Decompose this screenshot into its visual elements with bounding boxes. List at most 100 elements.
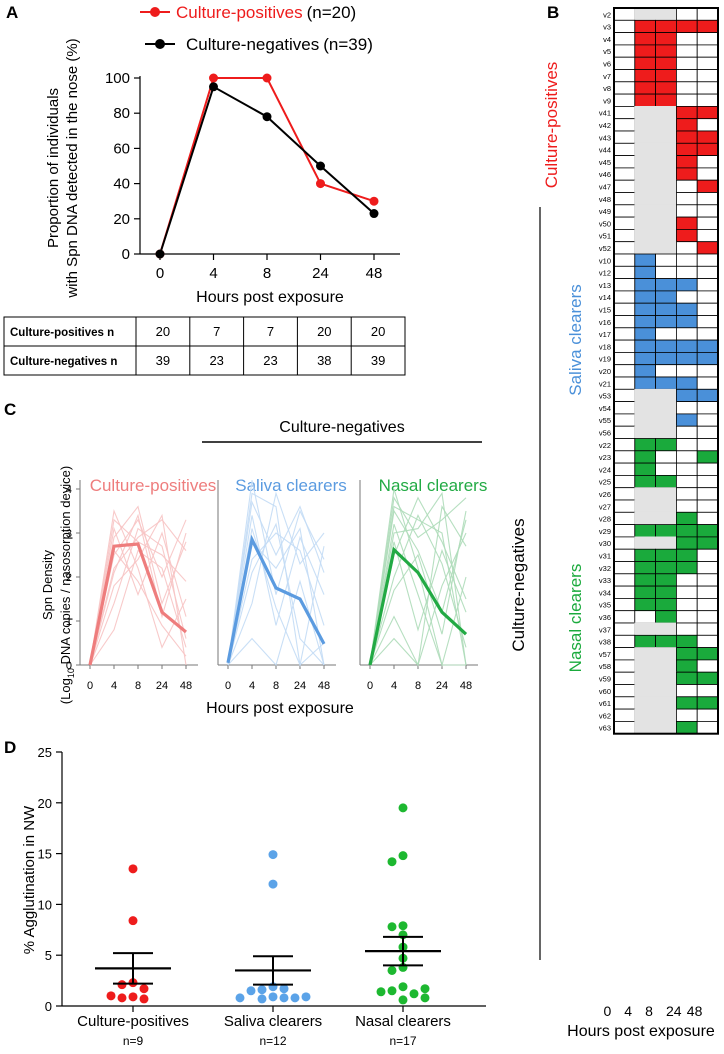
panel-b-xlabel: Hours post exposure xyxy=(567,1023,715,1040)
heatmap-row-label: v31 xyxy=(599,552,611,561)
heatmap-cell xyxy=(655,401,677,415)
heatmap-cell xyxy=(696,401,719,415)
panel-c-xtick-label: 8 xyxy=(415,680,421,692)
heatmap-cell xyxy=(655,585,677,599)
heatmap-cell xyxy=(613,253,636,267)
panel-b-group-label-nasal-clearers: Nasal clearers xyxy=(566,564,585,673)
panel-a-ytick-label: 80 xyxy=(113,105,130,122)
panel-d-category-2: Nasal clearers n=17 xyxy=(355,803,451,1048)
heatmap-cell xyxy=(634,56,656,70)
heatmap-row-label: v25 xyxy=(599,478,611,487)
heatmap-cell xyxy=(655,69,677,83)
heatmap-cell xyxy=(676,659,698,673)
heatmap-row-label: v2 xyxy=(603,10,611,19)
panel-d-ytick-label: 20 xyxy=(38,796,52,811)
heatmap-cell xyxy=(696,622,719,636)
panel-d-point xyxy=(409,989,419,999)
heatmap-cell xyxy=(655,204,677,218)
heatmap-cell xyxy=(696,130,719,144)
heatmap-cell xyxy=(634,327,656,341)
panel-d-point xyxy=(290,993,300,1003)
heatmap-row-label: v18 xyxy=(599,342,611,351)
panel-c-xtick-label: 24 xyxy=(156,680,168,692)
panel-c-individual-line xyxy=(369,505,467,666)
panel-d-point xyxy=(257,985,267,995)
panel-a-xlabel: Hours post exposure xyxy=(196,289,344,306)
heatmap-cell xyxy=(613,93,636,107)
panel-c-individual-line xyxy=(89,549,187,666)
panel-d-point xyxy=(398,803,408,813)
heatmap-row-label: v61 xyxy=(599,699,611,708)
table-cell: 7 xyxy=(213,324,220,339)
panel-a-xtick-label: 48 xyxy=(366,265,383,282)
heatmap-cell xyxy=(634,81,656,95)
panel-d-point xyxy=(398,851,408,861)
heatmap-cell xyxy=(655,610,677,624)
panel-a-series xyxy=(155,73,379,259)
heatmap-cell xyxy=(634,696,656,710)
panel-d: D % Agglutination in NW 0 5 10 15 20 25 Cultu… xyxy=(4,738,486,1048)
panel-c-xtick-label: 48 xyxy=(180,680,192,692)
heatmap-cell xyxy=(613,106,636,120)
panel-a-point-culture-positives xyxy=(316,179,325,189)
heatmap-cell xyxy=(655,376,677,390)
panel-a-point-culture-negatives xyxy=(262,112,272,122)
heatmap-cell xyxy=(634,561,656,575)
heatmap-cell xyxy=(696,647,719,661)
panel-b-xtick-label: 0 xyxy=(604,1003,612,1019)
heatmap-row-label: v35 xyxy=(599,601,611,610)
heatmap-row-label: v23 xyxy=(599,453,611,462)
panel-d-point xyxy=(387,857,397,867)
heatmap-cell xyxy=(655,278,677,292)
panel-a-x-ticks: 0 4 8 24 48 xyxy=(156,254,383,282)
panel-c-ytick-label: 0 xyxy=(66,660,72,672)
panel-d-category-0: Culture-positives n=9 xyxy=(77,864,189,1048)
heatmap-cell xyxy=(696,339,719,353)
heatmap-cell xyxy=(696,81,719,95)
panel-d-ytick-label: 10 xyxy=(38,897,52,912)
panel-d-category-n: n=9 xyxy=(123,1034,144,1048)
heatmap-cell xyxy=(634,339,656,353)
heatmap-cell xyxy=(655,487,677,501)
heatmap-cell xyxy=(696,364,719,378)
heatmap-cell xyxy=(613,524,636,538)
panel-c-ylabel-line1: Spn Density xyxy=(40,549,55,620)
heatmap-cell xyxy=(655,351,677,366)
heatmap-cell xyxy=(655,450,677,464)
heatmap-cell xyxy=(613,327,636,341)
panel-c-xtick-label: 0 xyxy=(87,680,93,692)
heatmap-cell xyxy=(676,130,698,144)
heatmap-cell xyxy=(696,265,719,279)
panel-a: A Culture-positives (n=20) Culture-negati… xyxy=(3,3,406,376)
heatmap-cell xyxy=(676,302,698,316)
heatmap-cell xyxy=(696,216,719,230)
panel-c-individual-line xyxy=(89,518,187,666)
panel-a-point-culture-negatives xyxy=(155,249,165,259)
heatmap-cell xyxy=(696,192,719,206)
panel-a-point-culture-negatives xyxy=(209,82,218,92)
heatmap-row-label: v8 xyxy=(603,84,611,93)
panel-d-point xyxy=(128,864,138,874)
heatmap-cell xyxy=(634,216,656,230)
heatmap-cell xyxy=(634,7,656,21)
heatmap-cell xyxy=(696,585,719,599)
heatmap-cell xyxy=(634,647,656,661)
heatmap-cell xyxy=(655,167,677,181)
panel-d-category-label: Culture-positives xyxy=(77,1013,189,1030)
heatmap-cell xyxy=(655,536,677,550)
panel-c-xtick-label: 0 xyxy=(367,680,373,692)
heatmap-cell xyxy=(634,684,656,698)
heatmap-cell xyxy=(634,364,656,378)
panel-c-subplot-title: Culture-positives xyxy=(90,476,217,495)
panel-c-mean-line xyxy=(226,534,326,664)
heatmap-cell xyxy=(655,44,677,58)
panel-d-ytick-label: 15 xyxy=(38,847,52,862)
heatmap-cell xyxy=(634,425,656,439)
heatmap-cell xyxy=(613,81,636,95)
heatmap-cell xyxy=(655,32,677,46)
heatmap-cell xyxy=(655,462,677,476)
panel-c-subplot-title: Saliva clearers xyxy=(235,476,347,495)
heatmap-cell xyxy=(655,19,677,33)
heatmap-cell xyxy=(655,708,677,722)
heatmap-cell xyxy=(613,204,636,218)
